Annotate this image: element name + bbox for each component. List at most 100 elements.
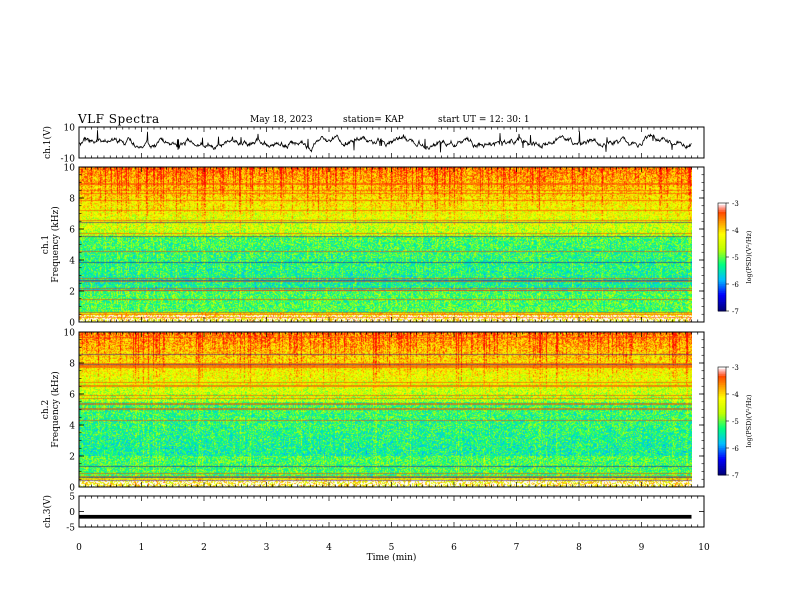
colorbar-swatch [718,444,726,447]
start-time-label: start UT = 12: 30: 1 [438,115,530,125]
colorbar-swatch [718,449,726,453]
colorbar-swatch [718,255,726,258]
x-axis-label: Time (min) [367,552,417,563]
colorbar-swatch [718,282,726,285]
y-tick-label: 6 [69,391,75,401]
colorbar-swatch [718,289,726,292]
colorbar-tick-label: -4 [732,391,739,399]
colorbar-swatch [718,213,726,217]
colorbar-swatch [718,413,726,417]
colorbar-swatch [718,385,726,388]
colorbar-swatch [718,458,726,462]
chart-title: VLF Spectra [78,112,160,126]
colorbar-swatch [718,421,726,424]
colorbar-swatch [718,442,726,445]
y-tick-label: 10 [64,329,76,339]
colorbar-swatch [718,451,726,454]
colorbar-swatch [718,404,726,408]
y-tick-label: 10 [64,124,76,134]
colorbar-swatch [718,430,726,433]
y-tick-label: 5 [69,493,75,503]
colorbar-swatch [718,440,726,444]
colorbar-swatch [718,305,726,308]
colorbar-swatch [718,248,726,251]
y-axis-label: Frequency (kHz) [50,206,61,283]
colorbar-swatch [718,388,726,391]
y-tick-label: 10 [64,164,76,174]
ch3-signal-band [79,514,692,519]
colorbar-swatch [718,466,726,469]
colorbar-swatch [718,473,726,476]
colorbar-swatch [718,408,726,411]
y-tick-label: 8 [69,360,75,370]
colorbar-swatch [718,372,726,375]
x-tick-label: 0 [76,543,82,553]
colorbar-swatch [718,431,726,435]
colorbar-swatch [718,235,726,238]
colorbar-swatch [718,287,726,290]
colorbar-swatch [718,397,726,400]
colorbar-swatch [718,446,726,449]
colorbar-swatch [718,457,726,460]
colorbar-swatch [718,264,726,267]
y-axis-label: Frequency (kHz) [50,371,61,448]
colorbar-swatch [718,410,726,413]
colorbar-tick-label: -7 [732,308,739,316]
colorbar-swatch [718,285,726,289]
colorbar-swatch [718,406,726,409]
colorbar-swatch [718,275,726,278]
colorbar-swatch [718,403,726,406]
colorbar-swatch [718,394,726,397]
colorbar-swatch [718,309,726,312]
y-tick-label: 4 [69,257,75,267]
spectrogram-ch1 [79,167,692,322]
y-axis-label: ch.3(V) [42,495,53,528]
colorbar-swatch [718,246,726,249]
colorbar-swatch [718,303,726,307]
colorbar-swatch [718,469,726,472]
colorbar-swatch [718,467,726,471]
colorbar-swatch [718,448,726,451]
colorbar-swatch [718,266,726,269]
colorbar-swatch [718,298,726,301]
date-label: May 18, 2023 [250,115,313,125]
colorbar-swatch [718,433,726,436]
x-tick-label: 2 [201,543,207,553]
y-tick-label: 8 [69,195,75,205]
colorbar-tick-label: -4 [732,227,739,235]
colorbar-swatch [718,435,726,438]
colorbar-swatch [718,210,726,213]
colorbar-swatch [718,300,726,303]
colorbar-swatch [718,221,726,224]
x-tick-label: 10 [698,543,710,553]
colorbar-swatch [718,370,726,373]
colorbar-swatch [718,291,726,294]
colorbar-swatch [718,226,726,229]
colorbar-swatch [718,217,726,220]
colorbar-swatch [718,437,726,440]
colorbar-swatch [718,267,726,271]
x-tick-label: 6 [451,543,457,553]
colorbar-swatch [718,249,726,253]
colorbar-swatch [718,206,726,209]
colorbar-swatch [718,228,726,231]
y-axis-label: ch.1(V) [42,126,53,159]
colorbar-swatch [718,237,726,240]
colorbar-swatch [718,426,726,429]
colorbar-tick-label: -3 [732,200,739,208]
colorbar-swatch [718,293,726,296]
colorbar-swatch [718,386,726,390]
colorbar-swatch [718,240,726,244]
y-tick-label: 6 [69,226,75,236]
colorbar-swatch [718,276,726,280]
panel-channel-label: ch.2 [41,400,51,419]
y-tick-label: 4 [69,422,75,432]
y-tick-label: 0 [69,484,75,494]
colorbar-tick-label: -7 [732,472,739,480]
colorbar-swatch [718,262,726,265]
colorbar-swatch [718,294,726,298]
colorbar-swatch [718,244,726,247]
colorbar-swatch [718,401,726,404]
colorbar-swatch [718,377,726,381]
colorbar-swatch [718,239,726,242]
